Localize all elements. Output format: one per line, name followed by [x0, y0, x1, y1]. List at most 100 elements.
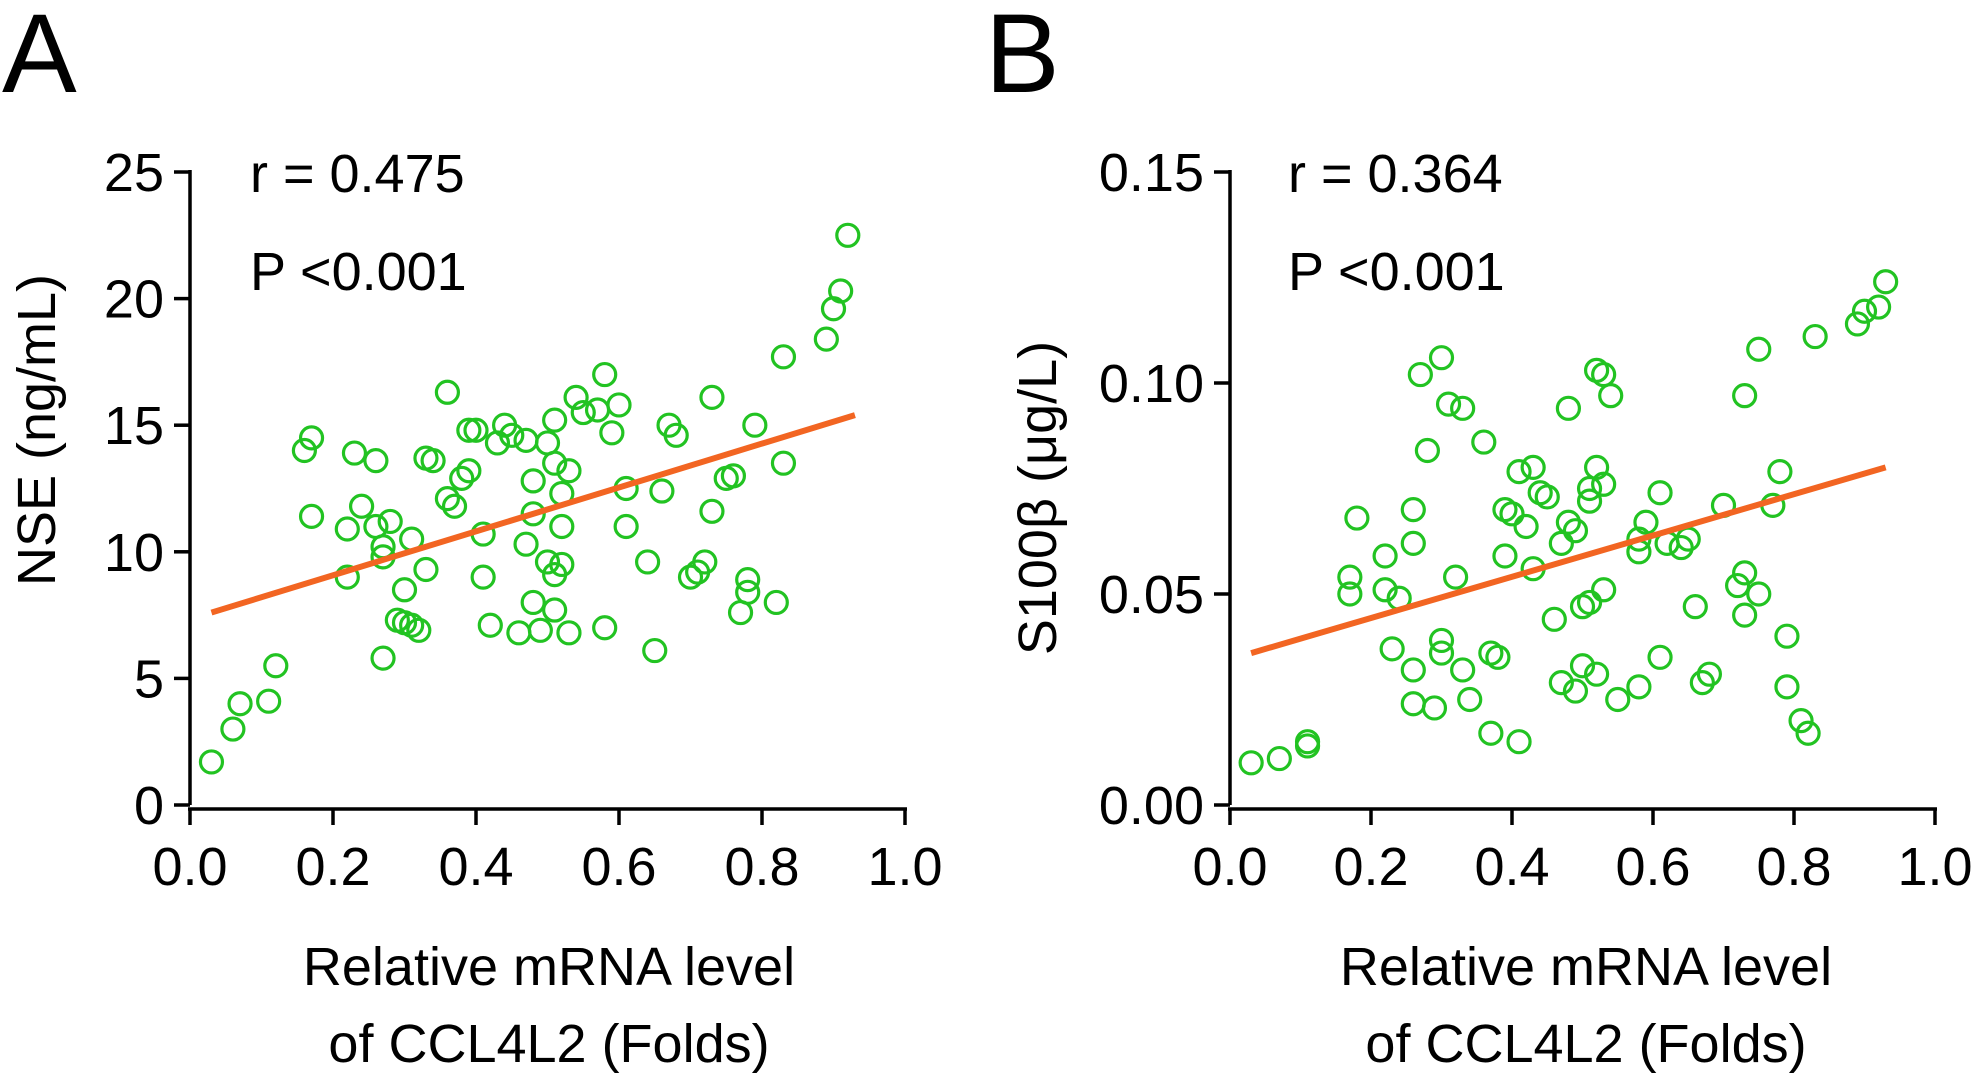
- data-point: [1591, 577, 1617, 603]
- data-point: [1520, 454, 1546, 480]
- data-point: [1774, 674, 1800, 700]
- data-point: [520, 501, 546, 527]
- data-point: [592, 615, 618, 641]
- data-point: [1732, 602, 1758, 628]
- data-point: [1492, 543, 1518, 569]
- data-point: [542, 407, 568, 433]
- data-point: [592, 361, 618, 388]
- data-point: [1506, 459, 1532, 485]
- data-point: [1795, 720, 1821, 746]
- data-point: [477, 612, 503, 638]
- data-point: [1337, 581, 1363, 607]
- data-point: [363, 448, 389, 474]
- data-point: [563, 384, 589, 410]
- data-point: [828, 278, 854, 304]
- data-point: [399, 612, 425, 638]
- data-point: [1428, 345, 1455, 371]
- p-value: P <0.001: [1288, 242, 1505, 302]
- data-point: [1541, 606, 1567, 632]
- plot-area: 0.00 0.05 0.10 0.15 0.0 0.2 0.4 0.6 0.8 1.0: [1099, 143, 1973, 897]
- data-point: [456, 458, 482, 484]
- data-point: [1562, 678, 1589, 704]
- x-tick-label: 1.0: [1897, 837, 1972, 897]
- data-point: [1372, 577, 1398, 603]
- data-point: [527, 617, 553, 643]
- data-point: [1724, 572, 1751, 599]
- p-value: P <0.001: [250, 242, 467, 302]
- data-point: [549, 513, 575, 540]
- data-point: [370, 645, 396, 671]
- data-point: [1569, 653, 1596, 679]
- y-tick-label: 0.15: [1099, 143, 1204, 203]
- data-point: [1471, 429, 1497, 455]
- data-point: [334, 516, 360, 542]
- r-value: r = 0.475: [250, 144, 465, 204]
- data-point: [1506, 729, 1532, 755]
- data-point: [677, 564, 704, 590]
- data-point: [1591, 361, 1617, 388]
- data-point: [406, 617, 432, 643]
- x-tick-label: 0.8: [1756, 837, 1831, 897]
- data-point: [720, 463, 747, 489]
- data-point: [1605, 686, 1631, 713]
- data-point: [1428, 640, 1455, 666]
- y-tick-label: 25: [104, 143, 164, 203]
- data-point: [1562, 518, 1589, 544]
- y-tick-label: 20: [104, 270, 164, 330]
- data-point: [520, 468, 546, 494]
- y-axis-label: NSE (ng/mL): [7, 274, 67, 586]
- data-point: [570, 399, 596, 426]
- data-point: [391, 577, 418, 603]
- data-point: [1548, 670, 1574, 696]
- data-point: [1576, 475, 1603, 502]
- data-point: [1689, 670, 1715, 696]
- data-point: [506, 620, 532, 646]
- data-point: [1633, 509, 1659, 535]
- x-tick-label: 0.0: [152, 837, 227, 897]
- data-point: [1450, 395, 1476, 421]
- data-point: [349, 493, 375, 519]
- data-point: [742, 412, 768, 438]
- x-axis-label-line-2: of CCL4L2 (Folds): [1365, 1014, 1806, 1074]
- y-tick-label: 10: [104, 523, 164, 583]
- data-point: [1238, 750, 1264, 776]
- data-point: [470, 564, 496, 590]
- x-axis-label-line-1: Relative mRNA level: [303, 937, 795, 997]
- panel-b: B S100β (μg/L) 0.00 0.05 0.10 0.15 0.0 0.2 0.4…: [985, 0, 1973, 1074]
- data-point: [463, 417, 489, 443]
- data-point: [449, 465, 475, 491]
- data-point: [1647, 644, 1673, 670]
- data-point: [1400, 497, 1426, 523]
- data-point: [599, 420, 625, 446]
- panel-a: A NSE (ng/mL) 0 5 10 15 20 25 0.0 0.2 0.4 0.6 0.8 1…: [2, 0, 943, 1074]
- data-point: [1767, 459, 1793, 485]
- data-point: [513, 531, 539, 557]
- data-point: [341, 440, 368, 466]
- data-point: [256, 688, 282, 714]
- panel-label: A: [2, 0, 77, 116]
- x-tick-label: 0.4: [438, 837, 513, 897]
- data-point: [1548, 530, 1574, 556]
- x-tick-label: 0.4: [1474, 837, 1549, 897]
- data-point: [1555, 395, 1582, 421]
- data-point: [1576, 488, 1603, 514]
- data-point: [556, 620, 582, 646]
- data-point: [1372, 543, 1398, 569]
- data-point: [1788, 707, 1814, 734]
- data-point: [663, 422, 689, 448]
- data-point: [377, 508, 403, 535]
- data-point: [434, 379, 460, 405]
- y-axis-label: S100β (μg/L): [1008, 341, 1068, 655]
- data-point: [584, 397, 611, 423]
- data-point: [456, 417, 482, 443]
- data-point: [413, 556, 439, 583]
- data-point: [1802, 323, 1828, 350]
- x-tick-label: 1.0: [867, 837, 942, 897]
- data-point: [1379, 636, 1405, 662]
- data-point: [770, 344, 797, 370]
- data-point: [434, 486, 460, 512]
- data-point: [298, 503, 325, 529]
- data-point: [542, 450, 568, 476]
- y-tick-label: 0: [134, 776, 164, 836]
